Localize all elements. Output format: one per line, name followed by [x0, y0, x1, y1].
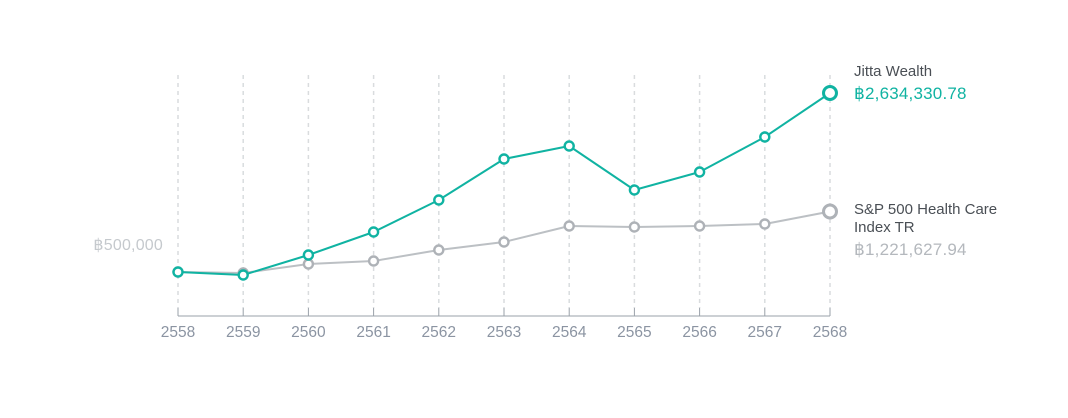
sp500-end-value: ฿1,221,627.94 [854, 240, 967, 259]
x-axis-label-2567: 2567 [748, 324, 782, 341]
data-point-sp500-health-care-2567 [759, 218, 771, 230]
baseline-value-label: ฿500,000 [93, 237, 163, 254]
data-point-sp500-health-care-2564 [563, 220, 575, 232]
data-point-sp500-health-care-2563 [498, 236, 510, 248]
x-axis-label-2563: 2563 [487, 324, 521, 341]
sp500-series-label: S&P 500 Health Care Index TR [854, 201, 998, 236]
x-axis-label-2568: 2568 [813, 324, 847, 341]
data-point-jitta-wealth-2568 [822, 85, 838, 101]
data-point-jitta-wealth-2564 [563, 140, 575, 152]
x-axis-label-2565: 2565 [617, 324, 651, 341]
data-point-jitta-wealth-2561 [367, 226, 380, 238]
jitta-wealth-end-value: ฿2,634,330.78 [854, 84, 967, 103]
data-point-sp500-health-care-2566 [693, 220, 706, 232]
data-point-jitta-wealth-2565 [628, 184, 641, 196]
data-point-jitta-wealth-2562 [433, 194, 445, 206]
data-point-sp500-health-care-2560 [302, 258, 315, 270]
data-point-jitta-wealth-2559 [237, 269, 249, 281]
legend-jitta-wealth: Jitta Wealth ฿2,634,330.78 [854, 63, 1034, 104]
gridlines [177, 75, 831, 308]
data-point-jitta-wealth-2558 [172, 266, 184, 278]
data-point-sp500-health-care-2565 [628, 221, 641, 233]
x-axis-label-2558: 2558 [161, 324, 195, 341]
data-point-jitta-wealth-2567 [759, 131, 771, 143]
x-axis-label-2561: 2561 [356, 324, 390, 341]
data-point-jitta-wealth-2566 [693, 166, 706, 178]
data-point-sp500-health-care-2568 [822, 203, 838, 220]
x-axis-label-2559: 2559 [226, 324, 260, 341]
x-axis: 2558 2559 2560 2561 2562 2563 2564 2565 2566 2567… [161, 308, 847, 341]
jitta-wealth-series-label: Jitta Wealth [854, 63, 933, 80]
x-axis-label-2560: 2560 [291, 324, 326, 341]
x-axis-label-2564: 2564 [552, 324, 587, 341]
data-point-jitta-wealth-2560 [302, 249, 315, 261]
data-point-jitta-wealth-2563 [498, 153, 510, 165]
legend-sp500-health-care: S&P 500 Health Care Index TR ฿1,221,627.… [854, 201, 1034, 260]
x-axis-label-2566: 2566 [682, 324, 716, 341]
series-jitta-wealth [172, 85, 838, 281]
data-point-sp500-health-care-2562 [433, 244, 445, 256]
x-axis-label-2562: 2562 [422, 324, 456, 341]
data-point-sp500-health-care-2561 [367, 255, 380, 267]
